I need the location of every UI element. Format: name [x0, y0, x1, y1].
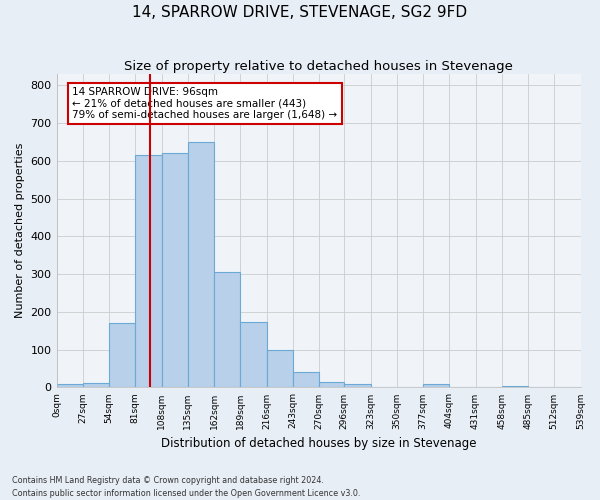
Y-axis label: Number of detached properties: Number of detached properties: [15, 143, 25, 318]
Bar: [344, 384, 371, 388]
Bar: [109, 324, 135, 388]
Text: 14, SPARROW DRIVE, STEVENAGE, SG2 9FD: 14, SPARROW DRIVE, STEVENAGE, SG2 9FD: [133, 5, 467, 20]
Bar: [56, 384, 83, 388]
Bar: [423, 384, 449, 388]
Bar: [161, 154, 188, 388]
Text: Contains HM Land Registry data © Crown copyright and database right 2024.
Contai: Contains HM Land Registry data © Crown c…: [12, 476, 361, 498]
Bar: [188, 142, 214, 388]
Bar: [293, 372, 319, 388]
Bar: [319, 382, 344, 388]
Bar: [502, 386, 528, 388]
Text: 14 SPARROW DRIVE: 96sqm
← 21% of detached houses are smaller (443)
79% of semi-d: 14 SPARROW DRIVE: 96sqm ← 21% of detache…: [72, 86, 337, 120]
Title: Size of property relative to detached houses in Stevenage: Size of property relative to detached ho…: [124, 60, 513, 73]
Bar: [214, 272, 240, 388]
Bar: [83, 383, 109, 388]
Bar: [240, 322, 266, 388]
Bar: [266, 350, 293, 388]
Bar: [135, 156, 161, 388]
X-axis label: Distribution of detached houses by size in Stevenage: Distribution of detached houses by size …: [161, 437, 476, 450]
